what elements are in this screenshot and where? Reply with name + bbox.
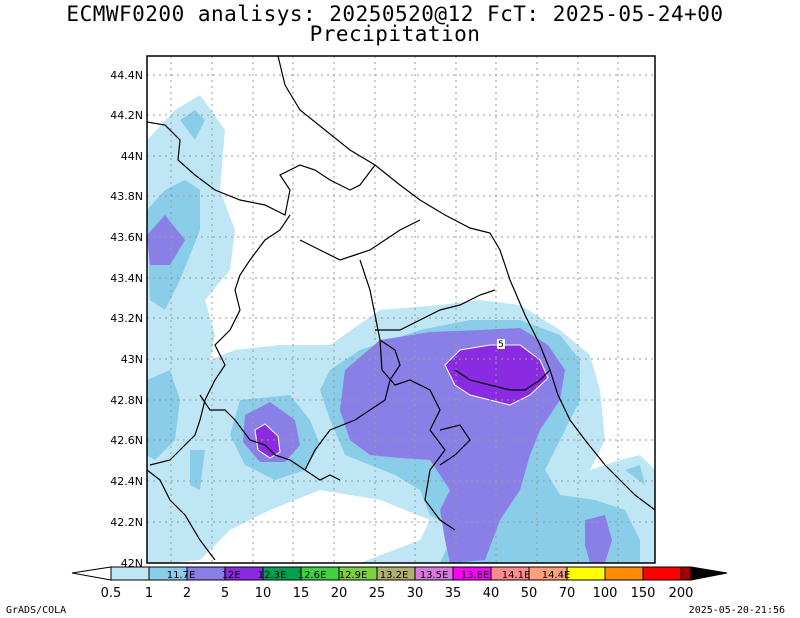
lon-labels: 11.7E 12E 12.3E 12.6E 12.9E 13.2E 13.5E … [167,570,571,581]
map-title: ECMWF0200 analisys: 20250520@12 FcT: 202… [66,2,724,26]
colorbar-value: 0.5 [101,586,122,601]
lon-label: 14.1E [502,570,531,581]
footer-left: GrADS/COLA [6,605,67,616]
colorbar-value: 70 [559,586,576,601]
lat-label: 42.4N [110,475,143,488]
colorbar-value: 150 [631,586,656,601]
contour-label: 5 [498,340,504,350]
lat-label: 44.4N [110,69,143,82]
border-central [149,214,291,466]
colorbar-value: 15 [293,586,310,601]
lon-label: 12E [221,570,240,581]
colorbar-value: 1 [145,586,153,601]
footer-right: 2025-05-20-21:56 [688,605,785,616]
lon-label: 13.5E [420,570,449,581]
colorbar-value: 35 [445,586,462,601]
colorbar-value: 5 [221,586,229,601]
lon-label: 14.4E [542,570,571,581]
lat-label: 43N [121,353,143,366]
coastline-borders [147,56,655,561]
colorbar-value: 40 [483,586,500,601]
border-umbria [264,289,496,471]
coastline [277,56,655,511]
contours [254,344,549,459]
contour-5-west [254,423,281,459]
lat-label: 43.4N [110,272,143,285]
colorbar-swatch [110,566,150,581]
lat-label: 42.8N [110,394,143,407]
map-frame [146,55,656,564]
lon-label: 11.7E [167,570,196,581]
precip-5-10 [255,345,548,458]
map-subtitle: Precipitation [309,22,481,46]
border-north [147,121,376,216]
colorbar-value: 2 [183,586,191,601]
lat-label: 43.8N [110,190,143,203]
lon-label: 12.3E [258,570,287,581]
colorbar-swatch [642,566,682,581]
colorbar-value: 20 [331,586,348,601]
colorbar-arrow-left [71,566,112,581]
contour-5-east [444,344,549,406]
colorbar-arrow-right [690,566,728,581]
colorbar-swatch [680,566,692,581]
border-abruzzo [439,369,551,466]
lon-label: 12.6E [298,570,327,581]
lat-label: 42.6N [110,434,143,447]
colorbar-value: 200 [669,586,694,601]
contour-label-box [497,339,505,349]
lon-label: 13.2E [380,570,409,581]
colorbar-swatch [604,566,644,581]
lat-label: 44N [121,150,143,163]
colorbar [71,566,728,581]
coastline-sw [147,469,216,561]
colorbar-value: 25 [369,586,386,601]
colorbar-values: 0.5 1 2 5 10 15 20 25 30 35 40 50 70 100… [101,586,694,601]
lat-label: 43.6N [110,231,143,244]
colorbar-value: 10 [255,586,272,601]
lat-labels: 44.4N 44.2N 44N 43.8N 43.6N 43.4N 43.2N … [110,69,143,570]
lat-label: 43.2N [110,312,143,325]
colorbar-value: 100 [593,586,618,601]
border-marche [299,219,456,531]
colorbar-swatch [566,566,606,581]
border-lazio [199,394,341,481]
colorbar-value: 30 [407,586,424,601]
colorbar-value: 50 [521,586,538,601]
lon-label: 12.9E [339,570,368,581]
lat-label: 42.2N [110,516,143,529]
lat-label: 44.2N [110,109,143,122]
lon-label: 13.8E [461,570,490,581]
graticule [147,56,655,563]
